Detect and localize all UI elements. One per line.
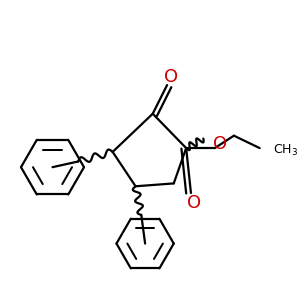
Text: CH$_3$: CH$_3$ [273, 142, 298, 158]
Text: O: O [187, 194, 201, 211]
Text: O: O [164, 68, 178, 86]
Text: O: O [212, 135, 226, 153]
